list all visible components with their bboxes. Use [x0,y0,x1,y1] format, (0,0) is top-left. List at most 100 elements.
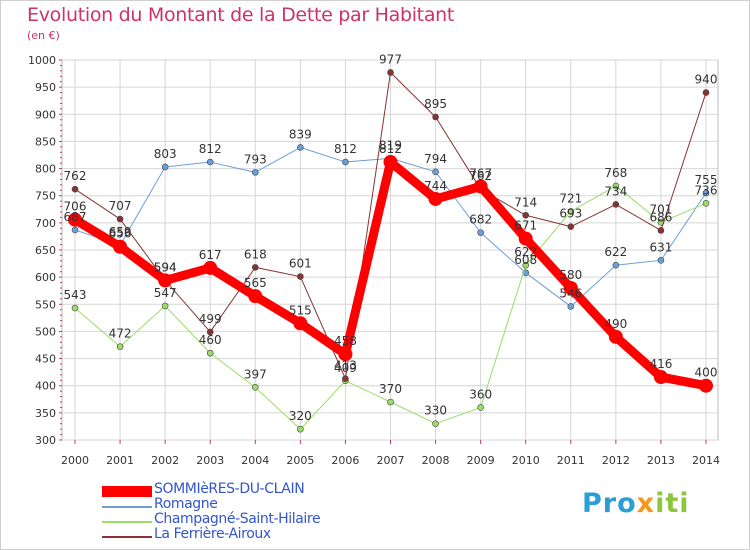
data-point [477,404,484,411]
data-point [68,212,82,227]
data-label: 547 [154,286,177,300]
chart-title: Evolution du Montant de la Dette par Hab… [27,4,455,26]
data-point [657,257,665,264]
data-point [567,223,575,230]
data-point [702,89,710,96]
data-point [206,349,214,357]
x-tick-label: 2011 [557,454,585,467]
data-label: 618 [244,247,267,261]
data-label: 794 [424,152,447,166]
data-label: 803 [154,147,177,161]
brand-part-1: Pro [582,488,637,519]
data-point [203,260,218,275]
data-label: 693 [559,207,582,221]
data-label: 360 [469,387,492,401]
data-label: 762 [469,169,492,183]
data-point [432,420,439,428]
data-label: 543 [64,288,87,302]
y-tick-label: 550 [35,298,56,311]
data-label: 409 [334,361,357,375]
data-label: 812 [199,142,222,156]
data-label: 320 [289,409,312,423]
data-label: 601 [289,257,312,271]
legend-label: Champagné-Saint-Hilaire [154,511,321,527]
data-point [473,179,488,194]
data-point [657,227,665,234]
data-label: 839 [289,127,312,141]
data-point [522,261,530,269]
x-tick-label: 2002 [151,454,179,467]
data-label: 940 [695,73,718,87]
data-point [608,329,623,344]
data-label: 400 [695,366,718,380]
data-label: 659 [109,225,132,239]
data-label: 755 [695,173,718,187]
data-label: 793 [244,152,267,166]
data-point [206,158,214,166]
data-label: 812 [334,142,357,156]
data-label: 565 [244,276,267,290]
data-label: 819 [379,138,402,152]
y-tick-label: 850 [35,135,56,148]
data-label: 622 [604,245,627,259]
data-label: 499 [199,312,222,326]
data-label: 721 [559,191,582,205]
data-point [522,211,530,219]
data-label: 736 [695,183,718,197]
data-point [563,281,578,295]
data-point [71,185,79,193]
data-point [653,370,668,385]
y-tick-label: 750 [35,190,56,203]
x-tick-label: 2013 [647,454,675,467]
x-tick-label: 2000 [61,454,89,467]
data-point [702,200,710,207]
data-label: 472 [109,327,132,341]
data-point [612,261,620,269]
data-point [612,201,620,208]
y-tick-label: 450 [35,353,56,366]
legend-swatch [102,506,152,508]
data-point [432,113,439,121]
data-label: 744 [424,179,447,193]
data-label: 617 [199,248,222,262]
data-point [518,231,533,246]
y-tick-label: 650 [35,244,56,257]
data-point [158,273,173,288]
y-tick-label: 500 [35,325,56,338]
data-label: 397 [244,367,267,381]
data-point [387,69,394,76]
data-label: 682 [469,213,492,227]
chart-unit: (en €) [27,29,60,42]
data-point [567,208,575,215]
data-label: 580 [559,268,582,282]
legend-label: La Ferrière-Airoux [154,526,271,542]
x-tick-label: 2009 [467,454,495,467]
data-point [702,189,710,197]
data-point [432,168,439,176]
legend-label: SOMMIèRES-DU-CLAIN [154,481,305,497]
data-label: 687 [64,210,87,224]
data-point [338,347,353,362]
x-tick-label: 2007 [377,454,405,467]
x-tick-label: 2001 [106,454,134,467]
data-label: 594 [154,260,177,274]
data-point [387,398,394,406]
data-label: 416 [649,357,672,371]
data-point [116,215,124,223]
data-label: 490 [604,317,627,331]
brand-part-2: x [636,488,656,519]
data-point [477,229,484,236]
data-label: 762 [64,169,87,183]
x-tick-label: 2012 [602,454,630,467]
data-point [428,191,443,206]
x-tick-label: 2005 [286,454,314,467]
data-point [116,343,124,350]
data-point [71,304,79,312]
data-point [113,239,128,254]
data-point [342,158,349,166]
data-label: 734 [604,184,627,198]
x-tick-label: 2006 [331,454,359,467]
data-point [293,316,308,331]
data-label: 370 [379,382,402,396]
